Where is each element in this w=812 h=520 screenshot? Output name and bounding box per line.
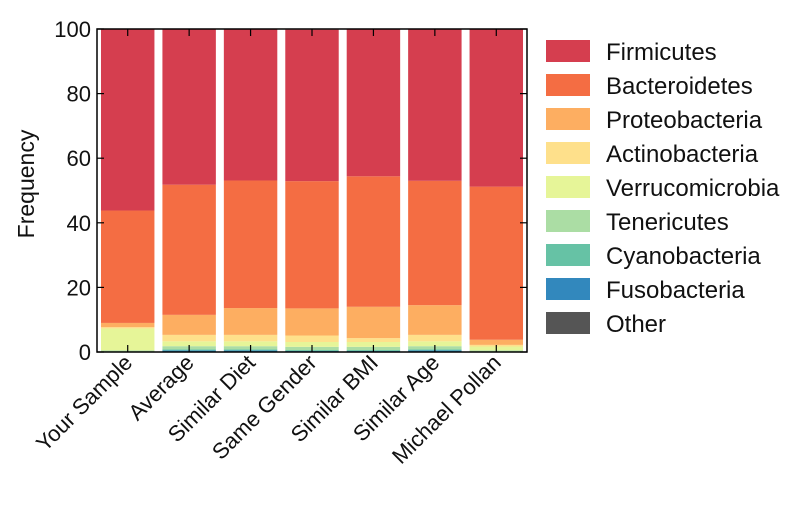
y-tick-label-0: 0 (79, 340, 91, 365)
bar-segment-bacteroidetes-similar-age (408, 180, 462, 306)
y-axis-label: Frequency (13, 129, 39, 238)
legend: Firmicutes Bacteroidetes Proteobacteria Act… (546, 39, 780, 338)
bar-segment-firmicutes-similar-bmi (346, 29, 401, 177)
y-tick-label-20: 20 (67, 275, 91, 300)
legend-swatch-verrucomicrobia (546, 176, 590, 198)
y-tick-label-100: 100 (54, 17, 91, 42)
legend-swatch-other (546, 312, 590, 334)
bar-segment-firmicutes-same-gender (285, 29, 339, 182)
y-tick-label-40: 40 (67, 211, 91, 236)
bar-segment-proteobacteria-average (162, 314, 216, 335)
bar-segment-actinobacteria-same-gender (285, 335, 339, 342)
bar-segment-proteobacteria-michael-pollan (469, 339, 524, 345)
y-axis: 0 20 40 60 80 100 (54, 17, 527, 365)
legend-label-tenericutes: Tenericutes (606, 209, 729, 236)
bar-segment-actinobacteria-similar-diet (223, 334, 278, 342)
legend-swatch-fusobacteria (546, 278, 590, 300)
bar-segment-firmicutes-your-sample (100, 29, 155, 211)
legend-swatch-bacteroidetes (546, 74, 590, 96)
bar-segment-proteobacteria-similar-bmi (346, 306, 401, 339)
bar-segment-bacteroidetes-similar-bmi (346, 176, 401, 307)
bar-segment-actinobacteria-your-sample (100, 327, 155, 329)
bar-segment-bacteroidetes-same-gender (285, 181, 339, 309)
bar-segment-firmicutes-michael-pollan (469, 29, 524, 187)
bar-segment-firmicutes-average (162, 29, 216, 185)
bar-segment-verrucomicrobia-average (162, 341, 216, 347)
legend-swatch-actinobacteria (546, 142, 590, 164)
legend-swatch-firmicutes (546, 40, 590, 62)
y-tick-label-80: 80 (67, 82, 91, 107)
bar-segment-verrucomicrobia-your-sample (100, 328, 155, 351)
legend-label-other: Other (606, 311, 666, 338)
legend-label-proteobacteria: Proteobacteria (606, 107, 763, 134)
legend-swatch-proteobacteria (546, 108, 590, 130)
legend-label-fusobacteria: Fusobacteria (606, 277, 745, 304)
x-tick-label-your-sample: Your Sample (31, 350, 137, 456)
bar-segment-verrucomicrobia-same-gender (285, 341, 339, 347)
bar-segment-actinobacteria-similar-age (408, 334, 462, 342)
bar-segment-firmicutes-similar-diet (223, 29, 278, 181)
bar-segment-proteobacteria-similar-diet (223, 308, 278, 335)
legend-label-bacteroidetes: Bacteroidetes (606, 73, 753, 100)
x-tick-label-michael-pollan: Michael Pollan (387, 350, 506, 469)
bar-segment-verrucomicrobia-similar-age (408, 341, 462, 347)
bar-segment-bacteroidetes-average (162, 184, 216, 315)
legend-label-cyanobacteria: Cyanobacteria (606, 243, 761, 270)
legend-label-firmicutes: Firmicutes (606, 39, 717, 66)
bar-segment-proteobacteria-your-sample (100, 322, 155, 328)
legend-swatch-tenericutes (546, 210, 590, 232)
bar-segment-verrucomicrobia-similar-bmi (346, 341, 401, 347)
bar-segment-verrucomicrobia-similar-diet (223, 341, 278, 347)
bar-segment-proteobacteria-similar-age (408, 305, 462, 335)
y-tick-label-60: 60 (67, 146, 91, 171)
legend-label-verrucomicrobia: Verrucomicrobia (606, 175, 780, 202)
legend-label-actinobacteria: Actinobacteria (606, 141, 759, 168)
bar-segment-bacteroidetes-your-sample (100, 210, 155, 323)
bar-segment-proteobacteria-same-gender (285, 308, 339, 336)
bars-group (100, 29, 524, 352)
legend-swatch-cyanobacteria (546, 244, 590, 266)
bar-segment-actinobacteria-similar-bmi (346, 338, 401, 342)
bar-segment-firmicutes-similar-age (408, 29, 462, 181)
bar-segment-actinobacteria-average (162, 334, 216, 342)
bar-segment-bacteroidetes-similar-diet (223, 180, 278, 309)
bar-segment-bacteroidetes-michael-pollan (469, 186, 524, 340)
